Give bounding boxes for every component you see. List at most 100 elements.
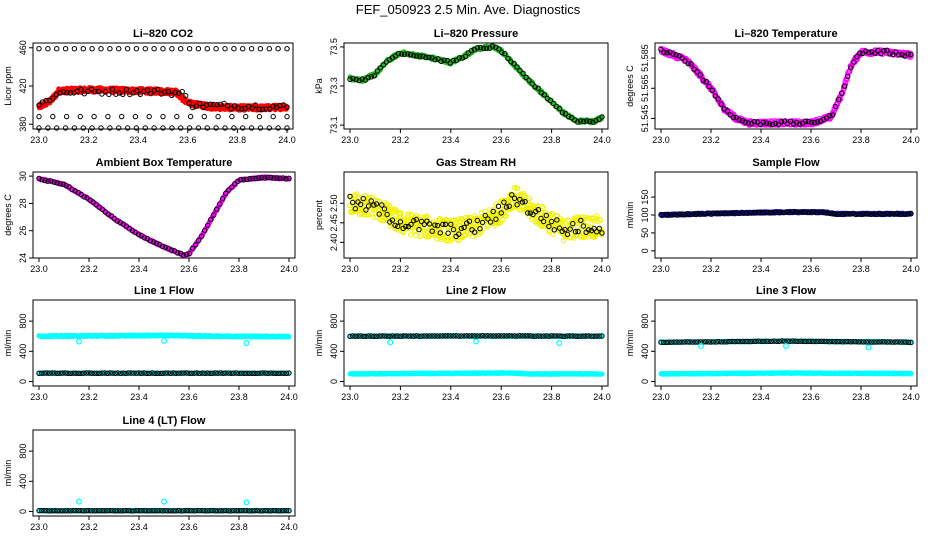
data-point — [45, 46, 51, 52]
x-tick-label: 23.2 — [80, 135, 98, 145]
data-point — [71, 46, 78, 52]
x-tick-label: 23.4 — [130, 264, 148, 274]
data-point — [178, 46, 184, 52]
x-tick-label: 23.8 — [229, 135, 247, 145]
y-tick-label: 26 — [18, 226, 28, 236]
data-point — [98, 125, 104, 131]
data-point — [231, 46, 237, 52]
data-point — [257, 125, 264, 131]
data-point — [286, 334, 292, 340]
data-point — [62, 46, 69, 52]
x-tick-label: 24.0 — [902, 135, 920, 145]
data-point — [89, 46, 95, 52]
x-tick-label: 24.0 — [593, 135, 611, 145]
y-axis-label: degrees C — [625, 65, 635, 107]
y-tick-label: 73.3 — [329, 77, 339, 95]
y-tick-label: 51.545 — [640, 105, 650, 133]
x-tick-label: 24.0 — [280, 392, 298, 402]
data-point — [229, 113, 235, 120]
data-point — [50, 113, 56, 120]
data-point — [142, 125, 149, 131]
data-point — [213, 46, 219, 52]
y-tick-label: 30 — [18, 171, 28, 181]
data-point — [266, 125, 272, 131]
x-tick-label: 23.2 — [702, 135, 720, 145]
main-title: FEF_050923 2.5 Min. Ave. Diagnostics — [355, 2, 581, 17]
data-point — [146, 113, 152, 120]
data-point — [243, 113, 249, 120]
data-point — [36, 46, 42, 52]
data-point — [275, 125, 281, 131]
x-tick-label: 24.0 — [902, 264, 920, 274]
y-axis-label: Licor ppm — [3, 66, 13, 106]
data-point — [266, 46, 272, 52]
panel-title: Line 1 Flow — [134, 285, 194, 297]
data-point — [77, 113, 84, 120]
series-1 — [658, 46, 914, 128]
data-point — [213, 125, 219, 131]
data-point — [215, 113, 221, 120]
panel-title: Sample Flow — [752, 157, 820, 169]
data-point — [116, 125, 122, 131]
series-1 — [658, 209, 914, 218]
data-point — [151, 46, 157, 52]
data-point — [45, 125, 51, 131]
data-point — [160, 46, 166, 52]
x-tick-label: 24.0 — [278, 135, 296, 145]
y-tick-label: 460 — [18, 40, 28, 55]
data-point — [107, 125, 113, 131]
data-point — [195, 46, 202, 52]
x-tick-label: 23.4 — [752, 264, 770, 274]
data-point — [204, 125, 211, 131]
x-tick-label: 23.8 — [852, 264, 870, 274]
data-point — [178, 125, 184, 131]
y-axis-label: ml/min — [3, 330, 13, 357]
x-tick-label: 24.0 — [593, 264, 611, 274]
data-point — [62, 125, 69, 131]
data-point — [169, 125, 175, 131]
data-point — [248, 46, 255, 52]
y-axis-label: percent — [314, 199, 324, 230]
data-point — [116, 46, 122, 52]
x-tick-label: 23.0 — [341, 135, 359, 145]
data-point — [54, 125, 60, 131]
x-tick-label: 23.4 — [752, 135, 770, 145]
x-tick-label: 23.4 — [442, 135, 460, 145]
series-0 — [36, 85, 290, 113]
data-point — [133, 46, 140, 52]
y-tick-label: 800 — [18, 314, 28, 329]
y-tick-label: 150 — [640, 190, 650, 205]
series-0 — [658, 45, 914, 128]
x-tick-label: 23.6 — [492, 135, 510, 145]
data-point — [36, 113, 42, 120]
data-point — [124, 125, 131, 131]
y-tick-label: 2.45 — [329, 214, 339, 232]
data-point — [71, 125, 78, 131]
x-tick-label: 23.6 — [179, 135, 197, 145]
y-tick-label: 0 — [18, 379, 28, 384]
data-point — [257, 46, 264, 52]
y-tick-label: 0 — [640, 248, 650, 253]
data-point — [275, 46, 281, 52]
y-axis-label: kPa — [314, 78, 324, 94]
panel-title: Li–820 Temperature — [734, 28, 837, 40]
data-point — [169, 46, 175, 52]
x-tick-label: 23.0 — [30, 264, 48, 274]
y-axis-label: degrees C — [3, 194, 13, 236]
data-point — [201, 113, 208, 120]
data-point — [240, 125, 246, 131]
x-tick-label: 23.4 — [129, 135, 147, 145]
y-tick-label: 420 — [18, 78, 28, 93]
x-tick-label: 23.0 — [30, 392, 48, 402]
data-point — [594, 213, 600, 219]
data-point — [186, 125, 193, 131]
data-point — [231, 125, 237, 131]
panel-title: Li–820 CO2 — [133, 28, 193, 40]
data-point — [80, 46, 87, 52]
x-tick-label: 23.0 — [652, 135, 670, 145]
y-tick-label: 2.50 — [329, 195, 339, 213]
data-point — [142, 46, 149, 52]
